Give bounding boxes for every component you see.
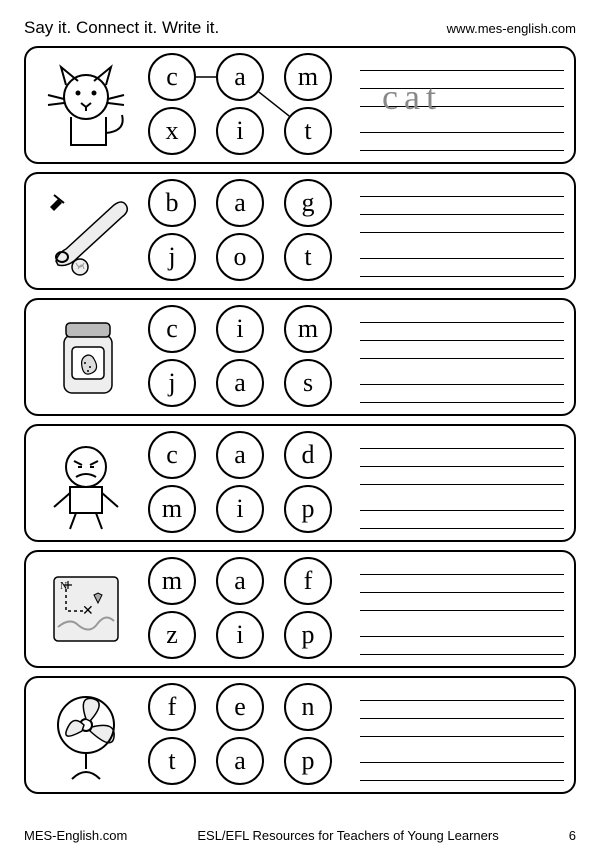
cat-icon <box>32 53 140 157</box>
writing-area[interactable] <box>360 564 564 654</box>
writing-line <box>360 340 564 341</box>
letter-circle[interactable]: s <box>284 359 332 407</box>
letter-circle[interactable]: j <box>148 359 196 407</box>
letter-circle[interactable]: e <box>216 683 264 731</box>
letter-circle[interactable]: p <box>284 737 332 785</box>
writing-line <box>360 214 564 215</box>
writing-line <box>360 510 564 511</box>
letter-grid: bag jot <box>148 179 340 283</box>
letter-circle[interactable]: m <box>148 485 196 533</box>
footer-left: MES-English.com <box>24 828 127 843</box>
letter-circle[interactable]: i <box>216 485 264 533</box>
writing-line <box>360 258 564 259</box>
svg-text:N: N <box>60 581 67 592</box>
letter-grid: maf zip <box>148 557 340 661</box>
writing-area[interactable]: cat <box>360 60 564 150</box>
letter-circle[interactable]: f <box>284 557 332 605</box>
writing-line <box>360 448 564 449</box>
writing-line <box>360 384 564 385</box>
footer-mid: ESL/EFL Resources for Teachers of Young … <box>127 828 568 843</box>
letter-circle[interactable]: m <box>284 305 332 353</box>
header: Say it. Connect it. Write it. www.mes-en… <box>24 18 576 38</box>
letter-circle[interactable]: a <box>216 179 264 227</box>
letter-grid: cim jas <box>148 305 340 409</box>
writing-area[interactable] <box>360 438 564 528</box>
writing-line <box>360 636 564 637</box>
letter-circle[interactable]: t <box>284 233 332 281</box>
worksheet-rows: camxitcat bagjot cimjas <box>24 46 576 794</box>
worksheet-row: cad mip <box>24 424 576 542</box>
letter-circle[interactable]: b <box>148 179 196 227</box>
page-title: Say it. Connect it. Write it. <box>24 18 219 38</box>
writing-line <box>360 700 564 701</box>
letter-grid: cam xit <box>148 53 340 157</box>
writing-line <box>360 654 564 655</box>
letter-grid: cad mip <box>148 431 340 535</box>
letter-circle[interactable]: i <box>216 305 264 353</box>
writing-line <box>360 276 564 277</box>
letter-circle[interactable]: i <box>216 611 264 659</box>
writing-line <box>360 528 564 529</box>
footer: MES-English.com ESL/EFL Resources for Te… <box>24 828 576 843</box>
writing-line <box>360 132 564 133</box>
writing-line <box>360 150 564 151</box>
letter-circle[interactable]: x <box>148 107 196 155</box>
example-word: cat <box>382 76 442 118</box>
writing-line <box>360 232 564 233</box>
writing-line <box>360 322 564 323</box>
writing-line <box>360 718 564 719</box>
letter-grid: fen tap <box>148 683 340 787</box>
letter-circle[interactable]: p <box>284 611 332 659</box>
writing-line <box>360 70 564 71</box>
worksheet-row: bag jot <box>24 172 576 290</box>
letter-circle[interactable]: t <box>148 737 196 785</box>
map-icon: N ✕ <box>32 557 140 661</box>
letter-circle[interactable]: a <box>216 557 264 605</box>
worksheet-row: fen tap <box>24 676 576 794</box>
writing-line <box>360 780 564 781</box>
letter-circle[interactable]: c <box>148 431 196 479</box>
svg-text:✕: ✕ <box>82 604 94 619</box>
letter-circle[interactable]: i <box>216 107 264 155</box>
letter-circle[interactable]: f <box>148 683 196 731</box>
footer-page: 6 <box>569 828 576 843</box>
writing-line <box>360 196 564 197</box>
letter-circle[interactable]: a <box>216 53 264 101</box>
site-url: www.mes-english.com <box>447 21 576 36</box>
jam-icon <box>32 305 140 409</box>
letter-circle[interactable]: c <box>148 53 196 101</box>
worksheet-row: N ✕ maf zip <box>24 550 576 668</box>
letter-circle[interactable]: a <box>216 431 264 479</box>
letter-circle[interactable]: n <box>284 683 332 731</box>
worksheet-row: cim jas <box>24 298 576 416</box>
letter-circle[interactable]: a <box>216 359 264 407</box>
letter-circle[interactable]: m <box>148 557 196 605</box>
letter-circle[interactable]: g <box>284 179 332 227</box>
writing-line <box>360 358 564 359</box>
fan-icon <box>32 683 140 787</box>
letter-circle[interactable]: o <box>216 233 264 281</box>
writing-area[interactable] <box>360 690 564 780</box>
writing-line <box>360 592 564 593</box>
letter-circle[interactable]: c <box>148 305 196 353</box>
writing-line <box>360 736 564 737</box>
writing-line <box>360 610 564 611</box>
worksheet-row: cam xit cat <box>24 46 576 164</box>
writing-area[interactable] <box>360 186 564 276</box>
writing-line <box>360 484 564 485</box>
letter-circle[interactable]: j <box>148 233 196 281</box>
letter-circle[interactable]: m <box>284 53 332 101</box>
writing-line <box>360 466 564 467</box>
letter-circle[interactable]: z <box>148 611 196 659</box>
writing-area[interactable] <box>360 312 564 402</box>
writing-line <box>360 402 564 403</box>
writing-line <box>360 574 564 575</box>
letter-circle[interactable]: a <box>216 737 264 785</box>
letter-circle[interactable]: t <box>284 107 332 155</box>
letter-circle[interactable]: p <box>284 485 332 533</box>
writing-line <box>360 762 564 763</box>
letter-circle[interactable]: d <box>284 431 332 479</box>
bat-icon <box>32 179 140 283</box>
mad-icon <box>32 431 140 535</box>
